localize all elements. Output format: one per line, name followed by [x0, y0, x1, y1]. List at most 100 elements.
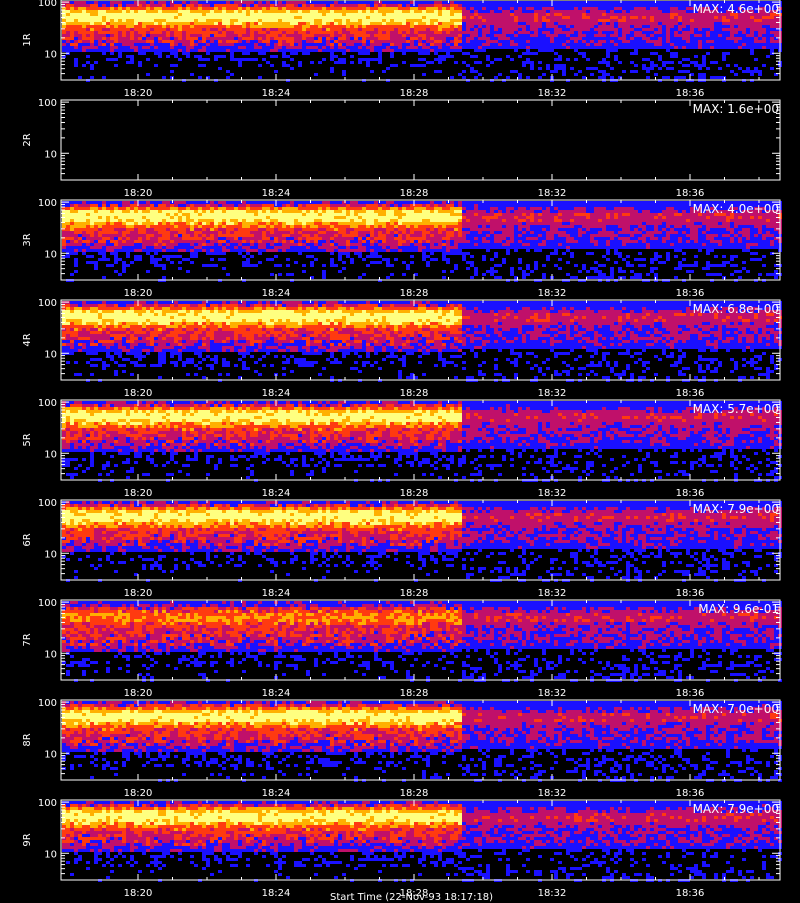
panel-label: 9R [22, 833, 33, 846]
x-tick-label: 18:20 [124, 388, 153, 399]
panel-label: 6R [22, 533, 33, 546]
max-value-label: MAX: 4.6e+00 [693, 2, 779, 16]
x-tick-label: 18:24 [262, 188, 291, 199]
panel-label: 8R [22, 733, 33, 746]
x-tick-label: 18:32 [538, 488, 567, 499]
heatmap-cells [62, 501, 782, 582]
heatmap-cells [62, 601, 782, 682]
x-tick-label: 18:24 [262, 788, 291, 799]
heatmap-cells [62, 801, 782, 882]
x-tick-label: 18:32 [538, 688, 567, 699]
x-tick-label: 18:20 [124, 688, 153, 699]
x-tick-label: 18:24 [262, 88, 291, 99]
panel-1r: 100 10 18:20 18:24 18:28 18:32 18:36 1R MAX: 4.6… [22, 0, 782, 99]
x-tick-label: 18:36 [676, 188, 705, 199]
x-tick-label: 18:20 [124, 488, 153, 499]
x-tick-label: 18:24 [262, 688, 291, 699]
max-value-label: MAX: 6.8e+00 [693, 302, 779, 316]
y-tick-label: 100 [38, 98, 57, 109]
x-tick-label: 18:28 [400, 788, 429, 799]
panel-label: 2R [22, 133, 33, 146]
x-tick-label: 18:36 [676, 688, 705, 699]
max-value-label: MAX: 7.9e+00 [693, 802, 779, 816]
y-tick-label: 10 [44, 849, 57, 860]
max-value-label: MAX: 9.6e-01 [698, 602, 779, 616]
x-tick-label: 18:20 [124, 888, 153, 899]
heatmap-cells [62, 1, 782, 82]
x-tick-label: 18:24 [262, 488, 291, 499]
panel-6r: 100 10 18:20 18:24 18:28 18:32 18:36 6R MAX: 7.9… [22, 498, 782, 599]
panel-label: 1R [22, 33, 33, 46]
y-tick-label: 10 [44, 649, 57, 660]
y-tick-label: 10 [44, 549, 57, 560]
x-tick-label: 18:36 [676, 88, 705, 99]
x-tick-label: 18:36 [676, 488, 705, 499]
x-tick-label: 18:32 [538, 888, 567, 899]
y-tick-label: 10 [44, 49, 57, 60]
x-tick-label: 18:28 [400, 388, 429, 399]
x-tick-label: 18:36 [676, 388, 705, 399]
heatmap-cells [62, 201, 782, 282]
x-tick-label: 18:32 [538, 388, 567, 399]
panel-label: 7R [22, 633, 33, 646]
x-tick-label: 18:32 [538, 788, 567, 799]
x-tick-label: 18:28 [400, 288, 429, 299]
x-tick-label: 18:32 [538, 288, 567, 299]
x-tick-label: 18:24 [262, 588, 291, 599]
x-tick-label: 18:24 [262, 388, 291, 399]
x-tick-label: 18:36 [676, 888, 705, 899]
max-value-label: MAX: 7.0e+00 [693, 702, 779, 716]
x-tick-label: 18:20 [124, 88, 153, 99]
y-tick-label: 100 [38, 498, 57, 509]
y-tick-label: 10 [44, 349, 57, 360]
x-tick-label: 18:20 [124, 288, 153, 299]
x-tick-label: 18:28 [400, 88, 429, 99]
y-tick-label: 100 [38, 798, 57, 809]
plot-frame [61, 100, 780, 180]
x-tick-label: 18:20 [124, 188, 153, 199]
x-tick-label: 18:24 [262, 288, 291, 299]
x-tick-label: 18:32 [538, 88, 567, 99]
panel-2r: 100 10 18:20 18:24 18:28 18:32 18:36 2R MAX: 1.6… [22, 98, 780, 199]
heatmap-cells [62, 401, 782, 482]
y-tick-label: 100 [38, 698, 57, 709]
y-tick-label: 10 [44, 449, 57, 460]
y-tick-label: 10 [44, 249, 57, 260]
x-tick-label: 18:20 [124, 788, 153, 799]
x-tick-label: 18:20 [124, 588, 153, 599]
y-tick-label: 100 [38, 598, 57, 609]
max-value-label: MAX: 7.9e+00 [693, 502, 779, 516]
x-tick-label: 18:36 [676, 788, 705, 799]
x-tick-label: 18:28 [400, 588, 429, 599]
heatmap-cells [62, 301, 782, 382]
y-tick-label: 100 [38, 198, 57, 209]
x-tick-label: 18:32 [538, 188, 567, 199]
max-value-label: MAX: 5.7e+00 [693, 402, 779, 416]
panel-4r: 100 10 18:20 18:24 18:28 18:32 18:36 4R MAX: 6.8… [22, 298, 782, 399]
x-tick-label: 18:28 [400, 188, 429, 199]
panel-label: 5R [22, 433, 33, 446]
start-time-footer: Start Time (22-Nov-93 18:17:18) [330, 893, 493, 903]
panel-label: 4R [22, 333, 33, 346]
y-tick-label: 10 [44, 749, 57, 760]
panel-3r: 100 10 18:20 18:24 18:28 18:32 18:36 3R MAX: 4.0… [22, 198, 782, 299]
max-value-label: MAX: 1.6e+00 [693, 102, 779, 116]
panel-5r: 100 10 18:20 18:24 18:28 18:32 18:36 5R MAX: 5.7… [22, 398, 782, 499]
panel-7r: 100 10 18:20 18:24 18:28 18:32 18:36 7R MAX: 9.6… [22, 598, 782, 699]
x-tick-label: 18:24 [262, 888, 291, 899]
x-tick-label: 18:28 [400, 488, 429, 499]
x-tick-label: 18:36 [676, 588, 705, 599]
x-tick-label: 18:32 [538, 588, 567, 599]
y-tick-label: 100 [38, 0, 57, 9]
y-tick-label: 100 [38, 398, 57, 409]
max-value-label: MAX: 4.0e+00 [693, 202, 779, 216]
y-tick-label: 10 [44, 149, 57, 160]
heatmap-cells [62, 701, 782, 782]
x-tick-label: 18:36 [676, 288, 705, 299]
x-tick-label: 18:28 [400, 688, 429, 699]
panel-8r: 100 10 18:20 18:24 18:28 18:32 18:36 8R MAX: 7.0… [22, 698, 782, 799]
y-tick-label: 100 [38, 298, 57, 309]
panel-label: 3R [22, 233, 33, 246]
